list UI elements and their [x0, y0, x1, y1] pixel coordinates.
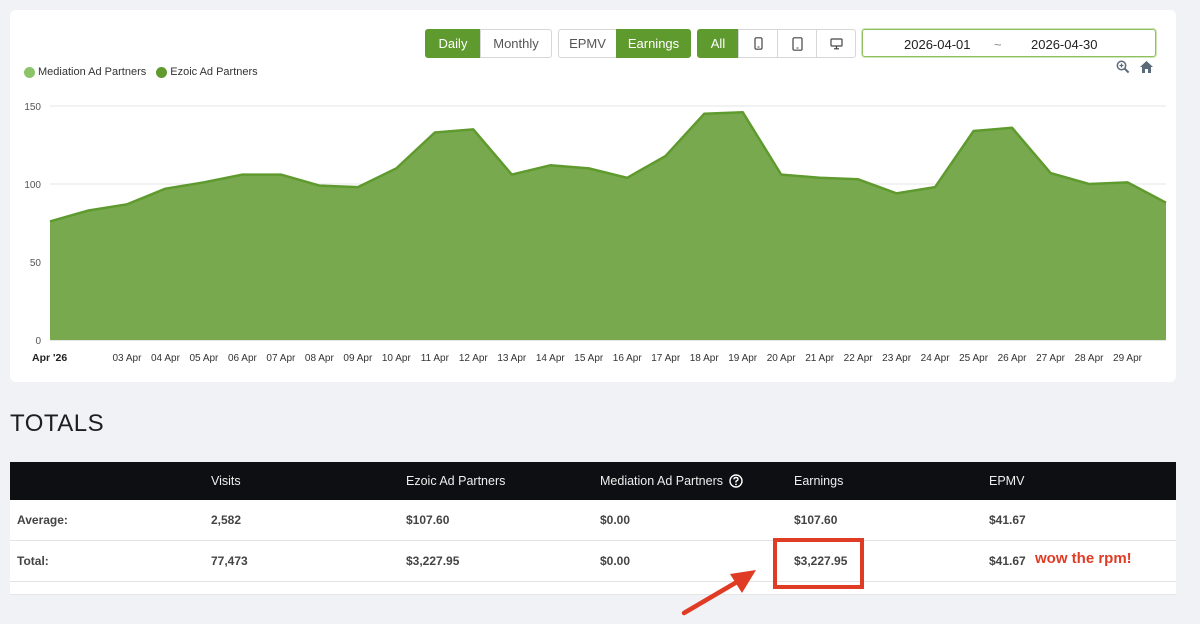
earnings-chart-card: 0 50 100 150 Apr '26 03 Apr 04 Apr 05 Apr 06 Apr…: [10, 10, 1176, 382]
zoom-in-icon[interactable]: [1116, 60, 1130, 74]
y-tick-label: 150: [24, 102, 41, 113]
cell-visits: 2,582: [211, 513, 242, 527]
x-tick-label: 16 Apr: [613, 353, 643, 364]
device-toggle: All: [697, 29, 856, 58]
x-tick-label: 27 Apr: [1036, 353, 1066, 364]
desktop-button[interactable]: [816, 29, 856, 58]
legend-item-mediation[interactable]: Mediation Ad Partners: [24, 66, 146, 78]
legend-label-ezoic: Ezoic Ad Partners: [170, 66, 258, 78]
cell-earnings: $3,227.95: [794, 554, 848, 568]
date-range-picker[interactable]: 2026-04-01 ~ 2026-04-30: [862, 29, 1156, 57]
x-tick-label: 17 Apr: [651, 353, 681, 364]
daily-button[interactable]: Daily: [425, 29, 481, 58]
phone-button[interactable]: [738, 29, 778, 58]
x-tick-label: 05 Apr: [189, 353, 219, 364]
series-area-ezoic: [50, 112, 1166, 340]
row-label: Total:: [17, 554, 49, 568]
x-tick-label: 15 Apr: [574, 353, 604, 364]
column-header-ezoic: Ezoic Ad Partners: [406, 474, 506, 488]
legend-item-ezoic[interactable]: Ezoic Ad Partners: [156, 66, 258, 78]
table-row-average: Average: 2,582 $107.60 $0.00 $107.60 $41…: [10, 500, 1176, 541]
legend-label-mediation: Mediation Ad Partners: [38, 66, 147, 78]
x-tick-label: 04 Apr: [151, 353, 181, 364]
x-tick-label: 25 Apr: [959, 353, 989, 364]
period-toggle: Daily Monthly: [425, 29, 552, 58]
cell-epmv: $41.67: [989, 513, 1026, 527]
y-tick-label: 0: [35, 336, 41, 347]
cell-mediation: $0.00: [600, 513, 631, 527]
row-label: Average:: [17, 513, 68, 527]
date-end[interactable]: 2026-04-30: [1031, 37, 1098, 52]
x-tick-label: 26 Apr: [998, 353, 1028, 364]
cell-ezoic: $3,227.95: [406, 554, 460, 568]
all-devices-button[interactable]: All: [697, 29, 739, 58]
annotation-highlight-box: [773, 538, 864, 589]
x-tick-label: 09 Apr: [343, 353, 373, 364]
chart-legend: Mediation Ad Partners Ezoic Ad Partners: [24, 66, 258, 78]
x-tick-label: 12 Apr: [459, 353, 489, 364]
question-circle-icon[interactable]: [729, 474, 744, 488]
table-header-row: Visits Ezoic Ad Partners Mediation Ad Pa…: [10, 462, 1176, 500]
x-tick-label: 24 Apr: [921, 353, 951, 364]
x-tick-label: 03 Apr: [113, 353, 143, 364]
cell-visits: 77,473: [211, 554, 248, 568]
x-tick-label: 18 Apr: [690, 353, 720, 364]
cell-epmv: $41.67: [989, 554, 1026, 568]
x-tick-label: 14 Apr: [536, 353, 566, 364]
x-tick-label: 06 Apr: [228, 353, 258, 364]
cell-mediation: $0.00: [600, 554, 631, 568]
column-header-earnings: Earnings: [794, 474, 844, 488]
annotation-text: wow the rpm!: [1035, 550, 1132, 567]
x-tick-label: 28 Apr: [1075, 353, 1105, 364]
date-start[interactable]: 2026-04-01: [904, 37, 971, 52]
cell-ezoic: $107.60: [406, 513, 450, 527]
monthly-button[interactable]: Monthly: [480, 29, 552, 58]
x-tick-label: 13 Apr: [497, 353, 527, 364]
x-tick-label: 19 Apr: [728, 353, 758, 364]
x-tick-label: Apr '26: [32, 352, 67, 364]
x-tick-label: 22 Apr: [844, 353, 874, 364]
epmv-button[interactable]: EPMV: [558, 29, 617, 58]
home-icon[interactable]: [1139, 60, 1154, 74]
totals-heading: TOTALS: [10, 410, 105, 437]
x-tick-label: 08 Apr: [305, 353, 335, 364]
earnings-button[interactable]: Earnings: [616, 29, 691, 58]
table-footer: [10, 582, 1176, 595]
tablet-icon: [791, 36, 803, 51]
y-tick-label: 50: [30, 258, 42, 269]
x-tick-label: 20 Apr: [767, 353, 797, 364]
table-row-total: Total: 77,473 $3,227.95 $0.00 $3,227.95 …: [10, 541, 1176, 582]
column-header-mediation: Mediation Ad Partners: [600, 474, 744, 488]
x-tick-label: 29 Apr: [1113, 353, 1143, 364]
cell-earnings: $107.60: [794, 513, 838, 527]
metric-toggle: EPMV Earnings: [558, 29, 691, 58]
annotation-arrow: [681, 570, 756, 616]
column-header-mediation-label: Mediation Ad Partners: [600, 474, 723, 488]
column-header-visits: Visits: [211, 474, 241, 488]
y-tick-label: 100: [24, 180, 41, 191]
x-tick-label: 10 Apr: [382, 353, 412, 364]
x-tick-label: 11 Apr: [421, 353, 450, 364]
phone-icon: [753, 37, 763, 50]
tablet-button[interactable]: [777, 29, 817, 58]
legend-dot-ezoic: [156, 66, 168, 78]
legend-dot-mediation: [24, 66, 35, 78]
series-line-ezoic: [49, 110, 1167, 223]
x-tick-label: 21 Apr: [805, 353, 835, 364]
x-tick-label: 23 Apr: [882, 353, 912, 364]
totals-table: Visits Ezoic Ad Partners Mediation Ad Pa…: [10, 462, 1176, 595]
desktop-icon: [829, 37, 843, 49]
earnings-area-chart: 0 50 100 150 Apr '26 03 Apr 04 Apr 05 Apr 06 Apr…: [24, 102, 1167, 364]
date-separator: ~: [994, 37, 1002, 52]
x-tick-label: 07 Apr: [266, 353, 296, 364]
column-header-epmv: EPMV: [989, 474, 1025, 488]
